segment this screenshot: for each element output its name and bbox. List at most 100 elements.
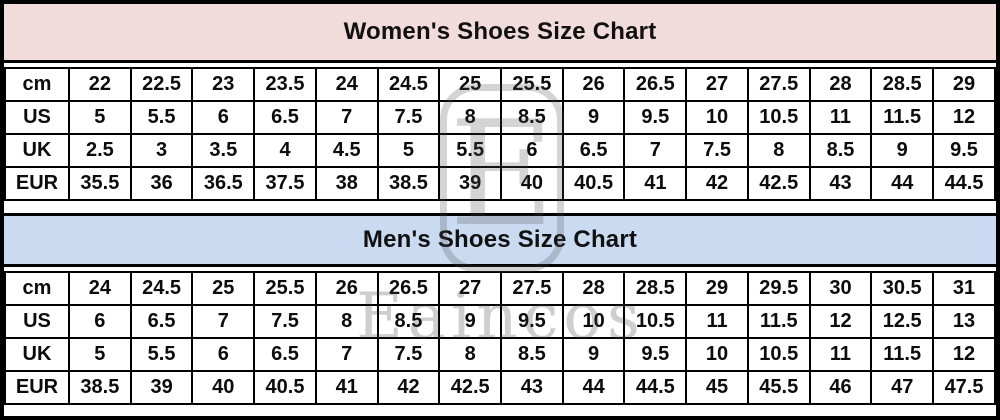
- size-cell: 9: [870, 133, 935, 168]
- size-cell: 24.5: [376, 67, 441, 102]
- divider: [4, 267, 996, 271]
- size-cell: 40: [500, 166, 564, 201]
- size-cell: 4.5: [314, 133, 379, 168]
- womens-chart-title: Women's Shoes Size Chart: [343, 18, 657, 45]
- size-cell: 9.5: [623, 337, 688, 372]
- size-cell: 41: [623, 166, 688, 201]
- size-cell: 24.5: [129, 271, 194, 306]
- size-cell: 7: [191, 304, 256, 339]
- size-cell: 28.5: [870, 67, 935, 102]
- size-cell: 3: [129, 133, 194, 168]
- size-cell: 39: [438, 166, 503, 201]
- size-cell: 6: [500, 133, 564, 168]
- size-cell: 12.5: [870, 304, 935, 339]
- size-cell: 11.5: [746, 304, 811, 339]
- size-cell: 12: [932, 100, 996, 135]
- size-cell: 38: [314, 166, 379, 201]
- size-cell: 46: [808, 370, 873, 405]
- size-cell: 10.5: [746, 100, 811, 135]
- table-row: US 6 6.5 7 7.5 8 8.5 9 9.5 10 10.5 11 11.5 12 12.5 13: [4, 304, 996, 339]
- size-cell: 8.5: [500, 100, 564, 135]
- size-cell: 27.5: [500, 271, 564, 306]
- size-cell: 5.5: [438, 133, 503, 168]
- size-cell: 8: [438, 100, 503, 135]
- section-gap: [4, 201, 996, 213]
- size-cell: 44.5: [932, 166, 996, 201]
- size-cell: 45.5: [746, 370, 811, 405]
- size-cell: 9.5: [500, 304, 564, 339]
- size-cell: 11: [808, 337, 873, 372]
- size-cell: 8: [438, 337, 503, 372]
- size-cell: 23.5: [253, 67, 317, 102]
- size-cell: 6: [191, 100, 256, 135]
- size-cell: 29: [685, 271, 749, 306]
- size-cell: 44.5: [623, 370, 688, 405]
- row-label: cm: [4, 271, 70, 306]
- size-cell: 6: [191, 337, 256, 372]
- size-cell: 8.5: [500, 337, 564, 372]
- size-cell: 40: [191, 370, 256, 405]
- size-cell: 36: [129, 166, 194, 201]
- size-cell: 10: [685, 100, 749, 135]
- size-cell: 12: [808, 304, 873, 339]
- size-cell: 8: [746, 133, 811, 168]
- size-cell: 44: [561, 370, 626, 405]
- size-cell: 2.5: [68, 133, 132, 168]
- womens-size-table: cm 22 22.5 23 23.5 24 24.5 25 25.5 26 26.5 27 27.5 28…: [4, 67, 996, 201]
- size-cell: 42: [376, 370, 441, 405]
- size-cell: 8.5: [808, 133, 873, 168]
- size-cell: 4: [253, 133, 317, 168]
- size-cell: 25.5: [500, 67, 564, 102]
- size-cell: 7: [314, 100, 379, 135]
- row-label: cm: [4, 67, 70, 102]
- table-row: US 5 5.5 6 6.5 7 7.5 8 8.5 9 9.5 10 10.5 11 11.5 12: [4, 100, 996, 135]
- size-cell: 29.5: [746, 271, 811, 306]
- size-cell: 25: [438, 67, 503, 102]
- size-cell: 43: [500, 370, 564, 405]
- size-cell: 26.5: [376, 271, 441, 306]
- size-cell: 35.5: [68, 166, 132, 201]
- size-cell: 29: [932, 67, 996, 102]
- size-cell: 37.5: [253, 166, 317, 201]
- womens-title-banner: Women's Shoes Size Chart: [4, 4, 996, 63]
- size-cell: 10: [561, 304, 626, 339]
- size-cell: 42: [685, 166, 749, 201]
- size-cell: 7.5: [376, 100, 441, 135]
- size-cell: 6: [68, 304, 132, 339]
- size-cell: 11: [808, 100, 873, 135]
- size-cell: 38.5: [376, 166, 441, 201]
- size-cell: 7: [314, 337, 379, 372]
- size-cell: 40.5: [253, 370, 317, 405]
- row-label: US: [4, 304, 70, 339]
- size-cell: 11: [685, 304, 749, 339]
- size-cell: 38.5: [68, 370, 132, 405]
- size-cell: 47: [870, 370, 935, 405]
- mens-section: Men's Shoes Size Chart cm 24 24.5 25 25.5 26 2…: [4, 213, 996, 405]
- size-cell: 5.5: [129, 337, 194, 372]
- table-row: cm 22 22.5 23 23.5 24 24.5 25 25.5 26 26.5 27 27.5 28…: [4, 67, 996, 102]
- size-cell: 25.5: [253, 271, 317, 306]
- size-cell: 43: [808, 166, 873, 201]
- mens-chart-title: Men's Shoes Size Chart: [362, 226, 638, 253]
- size-cell: 28: [808, 67, 873, 102]
- size-cell: 5: [68, 100, 132, 135]
- size-cell: 7.5: [376, 337, 441, 372]
- row-label: UK: [4, 133, 70, 168]
- table-row: EUR 35.5 36 36.5 37.5 38 38.5 39 40 40.5 41 42 42.5 4…: [4, 166, 996, 201]
- size-cell: 13: [932, 304, 996, 339]
- size-cell: 9: [438, 304, 503, 339]
- size-cell: 10.5: [746, 337, 811, 372]
- size-cell: 27: [438, 271, 503, 306]
- row-label: EUR: [4, 166, 70, 201]
- size-cell: 41: [314, 370, 379, 405]
- womens-section: Women's Shoes Size Chart cm 22 22.5 23 23.5 2…: [4, 4, 996, 201]
- size-cell: 22: [68, 67, 132, 102]
- size-cell: 30: [808, 271, 873, 306]
- mens-title-banner: Men's Shoes Size Chart: [4, 213, 996, 267]
- size-cell: 7.5: [685, 133, 749, 168]
- size-cell: 42.5: [746, 166, 811, 201]
- size-cell: 5: [376, 133, 441, 168]
- size-cell: 26.5: [623, 67, 688, 102]
- size-cell: 9.5: [623, 100, 688, 135]
